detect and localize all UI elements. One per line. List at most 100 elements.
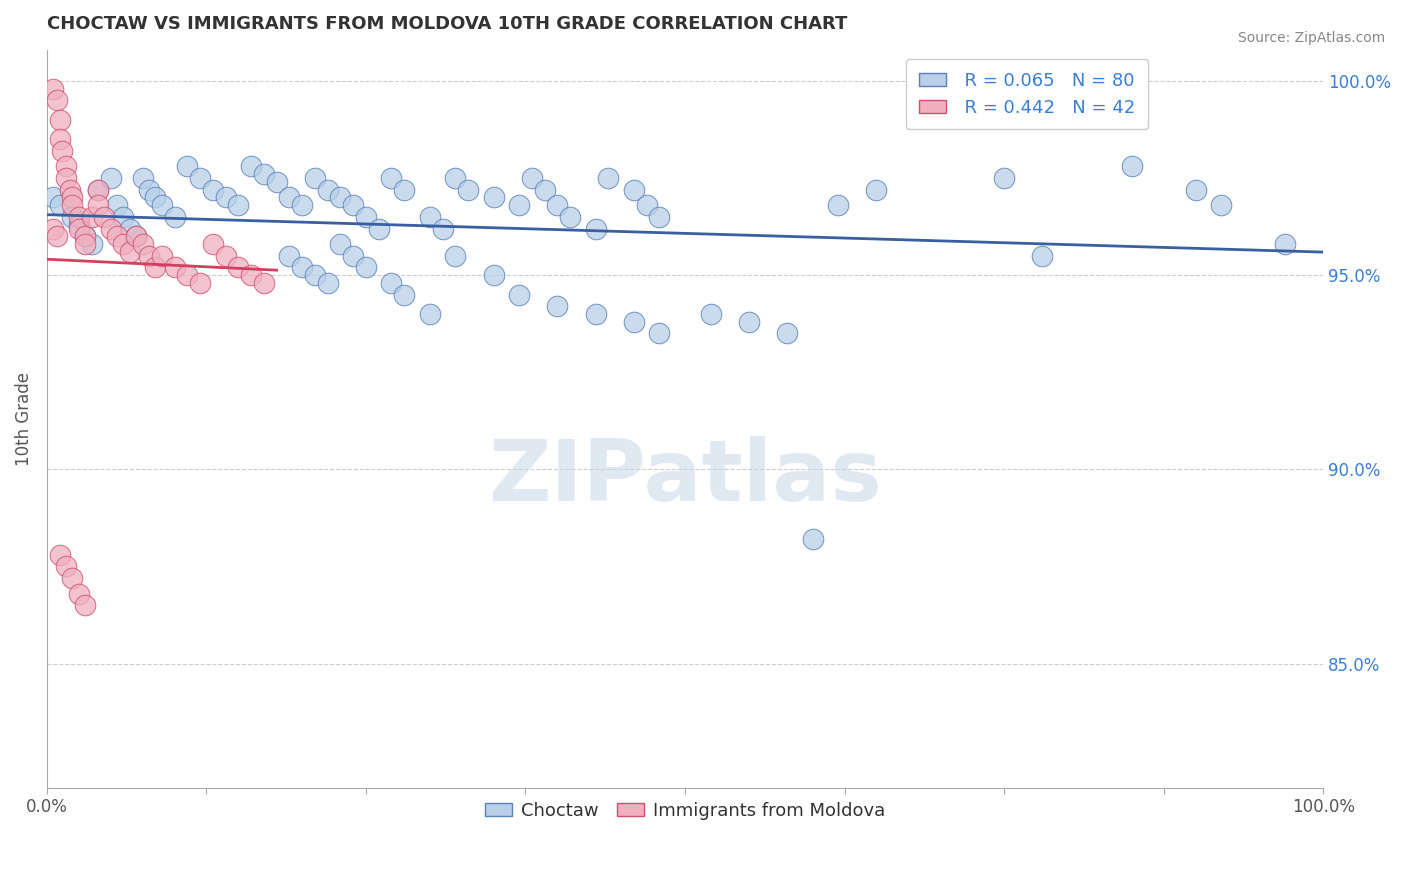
Point xyxy=(1121,160,1143,174)
Point xyxy=(228,198,250,212)
Point xyxy=(648,326,671,341)
Point xyxy=(138,249,160,263)
Point xyxy=(75,229,97,244)
Point xyxy=(176,268,198,282)
Point xyxy=(380,171,402,186)
Point xyxy=(253,276,276,290)
Point xyxy=(354,260,377,275)
Point xyxy=(48,112,70,127)
Text: CHOCTAW VS IMMIGRANTS FROM MOLDOVA 10TH GRADE CORRELATION CHART: CHOCTAW VS IMMIGRANTS FROM MOLDOVA 10TH … xyxy=(46,15,848,33)
Point xyxy=(585,221,607,235)
Point xyxy=(482,190,505,204)
Point xyxy=(138,183,160,197)
Point xyxy=(62,210,84,224)
Point xyxy=(150,198,173,212)
Point xyxy=(827,198,849,212)
Point xyxy=(55,171,77,186)
Point xyxy=(100,221,122,235)
Point xyxy=(48,548,70,562)
Point xyxy=(75,229,97,244)
Point xyxy=(291,260,314,275)
Point xyxy=(62,198,84,212)
Point xyxy=(240,268,263,282)
Point xyxy=(80,237,103,252)
Point xyxy=(55,559,77,574)
Text: Source: ZipAtlas.com: Source: ZipAtlas.com xyxy=(1237,31,1385,45)
Point xyxy=(316,183,339,197)
Point xyxy=(87,183,110,197)
Point xyxy=(150,249,173,263)
Point xyxy=(188,276,211,290)
Point xyxy=(46,93,69,107)
Point xyxy=(865,183,887,197)
Point xyxy=(67,221,90,235)
Point xyxy=(48,132,70,146)
Point xyxy=(62,571,84,585)
Point xyxy=(253,167,276,181)
Point xyxy=(1274,237,1296,252)
Point xyxy=(354,210,377,224)
Point xyxy=(67,218,90,232)
Point xyxy=(55,160,77,174)
Point xyxy=(131,237,153,252)
Point xyxy=(201,183,224,197)
Point xyxy=(80,210,103,224)
Point xyxy=(48,198,70,212)
Point xyxy=(67,210,90,224)
Point xyxy=(118,221,141,235)
Point xyxy=(1209,198,1232,212)
Point xyxy=(419,210,441,224)
Point xyxy=(278,190,301,204)
Point xyxy=(1057,81,1080,95)
Point xyxy=(145,260,167,275)
Point xyxy=(42,190,65,204)
Point xyxy=(75,599,97,613)
Point xyxy=(801,533,824,547)
Point xyxy=(533,183,555,197)
Point xyxy=(240,160,263,174)
Point xyxy=(342,198,364,212)
Point xyxy=(291,198,314,212)
Point xyxy=(125,229,148,244)
Point xyxy=(342,249,364,263)
Point xyxy=(329,237,352,252)
Point xyxy=(125,229,148,244)
Point xyxy=(145,190,167,204)
Point xyxy=(482,268,505,282)
Point xyxy=(188,171,211,186)
Point xyxy=(42,81,65,95)
Point xyxy=(304,171,326,186)
Point xyxy=(105,198,128,212)
Point xyxy=(394,183,416,197)
Text: ZIPatlas: ZIPatlas xyxy=(488,436,882,519)
Point xyxy=(51,144,73,158)
Point xyxy=(993,171,1015,186)
Point xyxy=(738,315,761,329)
Point xyxy=(176,160,198,174)
Point xyxy=(163,260,186,275)
Legend: Choctaw, Immigrants from Moldova: Choctaw, Immigrants from Moldova xyxy=(478,795,893,827)
Point xyxy=(1031,249,1053,263)
Point xyxy=(367,221,389,235)
Point xyxy=(75,237,97,252)
Point xyxy=(87,183,110,197)
Point xyxy=(636,198,658,212)
Point xyxy=(46,229,69,244)
Point xyxy=(546,299,568,313)
Point xyxy=(131,171,153,186)
Point xyxy=(394,287,416,301)
Point xyxy=(457,183,479,197)
Point xyxy=(163,210,186,224)
Point xyxy=(59,183,82,197)
Point xyxy=(112,210,135,224)
Point xyxy=(228,260,250,275)
Point xyxy=(214,190,236,204)
Point xyxy=(623,315,645,329)
Point xyxy=(508,198,530,212)
Point xyxy=(623,183,645,197)
Point xyxy=(105,229,128,244)
Point xyxy=(214,249,236,263)
Point xyxy=(560,210,582,224)
Point xyxy=(585,307,607,321)
Point xyxy=(304,268,326,282)
